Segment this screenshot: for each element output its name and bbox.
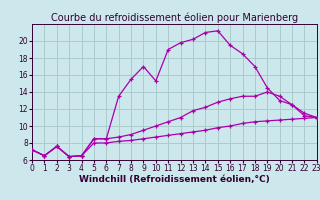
Title: Courbe du refroidissement éolien pour Marienberg: Courbe du refroidissement éolien pour Ma… [51,13,298,23]
X-axis label: Windchill (Refroidissement éolien,°C): Windchill (Refroidissement éolien,°C) [79,175,270,184]
